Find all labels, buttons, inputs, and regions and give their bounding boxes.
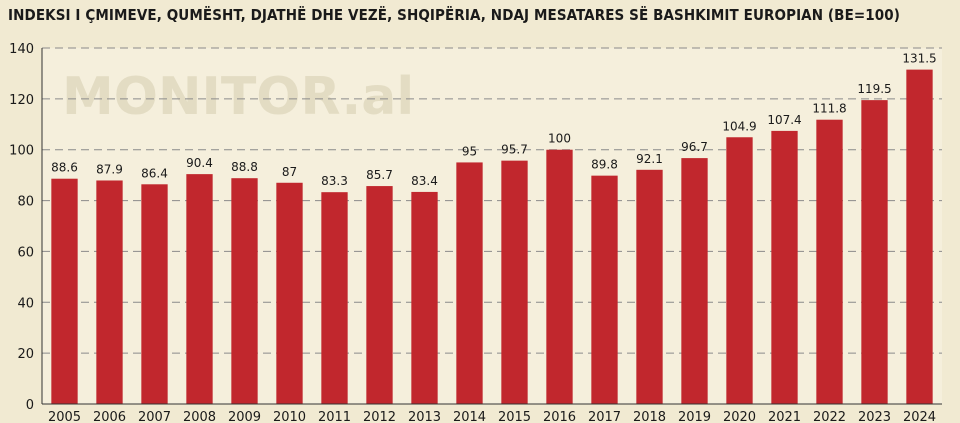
x-tick-label: 2024 bbox=[903, 410, 936, 423]
bar bbox=[771, 130, 798, 404]
bar bbox=[726, 137, 753, 405]
data-label: 95.7 bbox=[501, 143, 528, 157]
x-tick-label: 2019 bbox=[678, 410, 711, 423]
bar bbox=[681, 158, 708, 404]
x-tick-label: 2005 bbox=[48, 410, 81, 423]
x-tick-label: 2014 bbox=[453, 410, 486, 423]
x-tick-label: 2020 bbox=[723, 410, 756, 423]
x-tick-label: 2009 bbox=[228, 410, 261, 423]
data-label: 83.3 bbox=[321, 174, 348, 188]
data-label: 86.4 bbox=[141, 166, 168, 180]
data-labels: 88.6 87.9 86.4 90.4 88.8 87 83.3 85.7 83.4 95 95.7… bbox=[51, 52, 937, 189]
y-axis-ticks: 0 20 40 60 80 100 120 140 bbox=[9, 42, 34, 413]
data-label: 88.8 bbox=[231, 160, 258, 174]
data-label: 107.4 bbox=[767, 113, 801, 127]
data-label: 87 bbox=[282, 165, 297, 179]
data-label: 87.9 bbox=[96, 162, 123, 176]
x-tick-label: 2010 bbox=[273, 410, 306, 423]
y-tick-label: 140 bbox=[9, 42, 34, 57]
y-tick-label: 80 bbox=[17, 195, 34, 210]
bar bbox=[456, 162, 483, 404]
watermark-logo: MONITOR.al bbox=[62, 67, 414, 127]
y-tick-label: 60 bbox=[17, 245, 34, 260]
data-label: 83.4 bbox=[411, 174, 438, 188]
bar bbox=[816, 119, 843, 405]
x-tick-label: 2021 bbox=[768, 410, 801, 423]
data-label: 104.9 bbox=[722, 119, 756, 133]
y-tick-label: 120 bbox=[9, 93, 34, 108]
bar bbox=[501, 160, 528, 404]
data-label: 119.5 bbox=[857, 82, 891, 96]
data-label: 85.7 bbox=[366, 168, 393, 182]
data-label: 89.8 bbox=[591, 158, 618, 172]
data-label: 96.7 bbox=[681, 140, 708, 154]
data-label: 90.4 bbox=[186, 156, 213, 170]
x-tick-label: 2006 bbox=[93, 410, 126, 423]
x-tick-label: 2008 bbox=[183, 410, 216, 423]
data-label: 88.6 bbox=[51, 161, 78, 175]
bar bbox=[636, 169, 663, 404]
bar bbox=[321, 192, 348, 404]
x-tick-label: 2018 bbox=[633, 410, 666, 423]
y-tick-label: 0 bbox=[26, 398, 34, 413]
bars bbox=[51, 69, 933, 405]
x-axis-ticks: 2005 2006 2007 2008 2009 2010 2011 2012 2013 2014… bbox=[48, 410, 936, 423]
chart-title: INDEKSI I ÇMIMEVE, QUMËSHT, DJATHË DHE V… bbox=[8, 6, 901, 24]
data-label: 100 bbox=[548, 132, 571, 146]
x-tick-label: 2023 bbox=[858, 410, 891, 423]
bar bbox=[186, 174, 213, 404]
bar bbox=[51, 178, 78, 404]
bar bbox=[591, 175, 618, 404]
data-label: 111.8 bbox=[812, 102, 846, 116]
bar bbox=[276, 182, 303, 404]
bar bbox=[231, 178, 258, 404]
y-tick-label: 40 bbox=[17, 296, 34, 311]
x-tick-label: 2012 bbox=[363, 410, 396, 423]
data-label: 92.1 bbox=[636, 152, 663, 166]
bar bbox=[861, 100, 888, 404]
x-tick-label: 2016 bbox=[543, 410, 576, 423]
x-tick-label: 2011 bbox=[318, 410, 351, 423]
data-label: 95 bbox=[462, 144, 477, 158]
x-tick-label: 2022 bbox=[813, 410, 846, 423]
y-tick-label: 100 bbox=[9, 144, 34, 159]
data-label: 131.5 bbox=[902, 52, 936, 66]
bar bbox=[411, 191, 438, 404]
bar bbox=[546, 149, 573, 404]
bar bbox=[366, 186, 393, 404]
x-tick-label: 2013 bbox=[408, 410, 441, 423]
y-tick-label: 20 bbox=[17, 347, 34, 362]
x-tick-label: 2017 bbox=[588, 410, 621, 423]
bar bbox=[96, 180, 123, 404]
x-tick-label: 2015 bbox=[498, 410, 531, 423]
x-tick-label: 2007 bbox=[138, 410, 171, 423]
bar bbox=[906, 69, 933, 404]
bar bbox=[141, 184, 168, 404]
